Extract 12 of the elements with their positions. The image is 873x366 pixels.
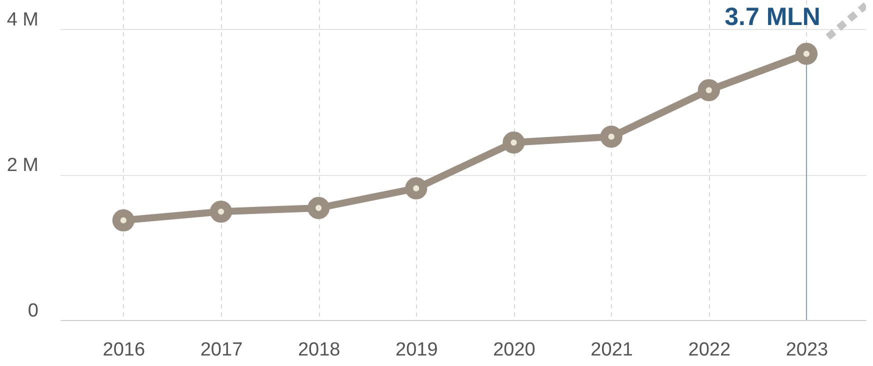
x-tick-label: 2016: [102, 340, 146, 360]
y-tick-label: 4 M: [6, 10, 38, 31]
annotation: 3.7 MLN: [724, 2, 820, 31]
x-tick-label: 2023: [786, 340, 828, 360]
y-tick-label: 2 M: [6, 155, 38, 176]
x-tick-label: 2021: [590, 340, 633, 360]
x-tick-label: 2017: [200, 340, 243, 360]
x-tick-label: 2018: [298, 340, 340, 360]
x-tick-label: 2022: [688, 340, 731, 360]
y-tick-label: 0: [28, 300, 38, 322]
x-tick-label: 2019: [396, 340, 438, 360]
x-tick-label: 2020: [493, 340, 536, 360]
